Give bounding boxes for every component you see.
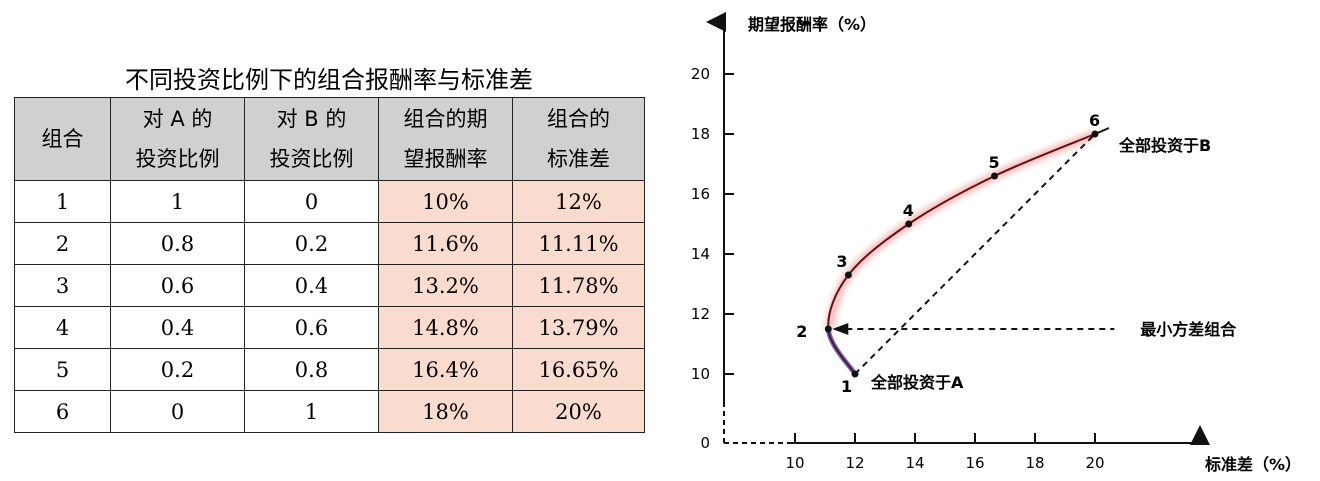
- x-tick-label: 12: [845, 454, 864, 472]
- table-row: 6 0 1 18% 20%: [14, 390, 645, 433]
- table-cell: 1: [244, 390, 379, 433]
- table-cell: 13.2%: [378, 264, 513, 307]
- table-cell: 0.6: [244, 306, 379, 349]
- table-cell: 1: [14, 180, 111, 223]
- data-point: [851, 370, 859, 378]
- table-cell: 11.78%: [512, 264, 645, 307]
- table-cell: 0.2: [110, 348, 245, 391]
- x-tick-label: 10: [785, 454, 804, 472]
- table-header-row: 组合 对 A 的投资比例 对 B 的投资比例 组合的期 望报酬率 组合的 标准差: [14, 97, 645, 181]
- data-point: [1091, 130, 1099, 138]
- data-point-label: 5: [989, 153, 1000, 172]
- table-cell: 5: [14, 348, 111, 391]
- chart-curves: [824, 127, 1115, 376]
- upper-frontier-glow: [824, 129, 1097, 331]
- origin-label: 0: [700, 434, 710, 452]
- table-cell: 0: [110, 390, 245, 433]
- table-cell: 0.4: [244, 264, 379, 307]
- table-cell: 1: [110, 180, 245, 223]
- table-cell: 6: [14, 390, 111, 433]
- table-cell: 11.6%: [378, 222, 513, 265]
- table-cell: 14.8%: [378, 306, 513, 349]
- table-cell: 12%: [512, 180, 645, 223]
- table-cell: 16.65%: [512, 348, 645, 391]
- chart-marks: [824, 130, 1099, 378]
- header-weight-b: 对 B 的投资比例: [244, 97, 379, 181]
- portfolio-table: 组合 对 A 的投资比例 对 B 的投资比例 组合的期 望报酬率 组合的 标准差 1…: [14, 97, 645, 433]
- x-tick-label: 18: [1025, 454, 1044, 472]
- y-tick-label: 16: [691, 185, 710, 203]
- table-row: 3 0.6 0.4 13.2% 11.78%: [14, 264, 645, 307]
- ab-dashed-line: [854, 133, 1096, 375]
- chart-axes: [706, 12, 1210, 445]
- table-row: 5 0.2 0.8 16.4% 16.65%: [14, 348, 645, 391]
- data-point-label: 6: [1089, 111, 1100, 130]
- table-cell: 13.79%: [512, 306, 645, 349]
- x-tick-label: 20: [1085, 454, 1104, 472]
- y-tick-label: 18: [691, 125, 710, 143]
- table-title: 不同投资比例下的组合报酬率与标准差: [125, 66, 533, 94]
- table-row: 2 0.8 0.2 11.6% 11.11%: [14, 222, 645, 265]
- table-cell: 18%: [378, 390, 513, 433]
- y-axis-label: 期望报酬率（%）: [748, 15, 876, 34]
- data-point: [824, 325, 832, 333]
- table-cell: 0: [244, 180, 379, 223]
- x-tick-label: 16: [965, 454, 984, 472]
- header-weight-a: 对 A 的投资比例: [110, 97, 245, 181]
- header-std-dev: 组合的 标准差: [512, 97, 645, 181]
- table-cell: 0.4: [110, 306, 245, 349]
- table-cell: 0.2: [244, 222, 379, 265]
- table-row: 4 0.4 0.6 14.8% 13.79%: [14, 306, 645, 349]
- x-axis-label: 标准差（%）: [1204, 455, 1301, 474]
- x-tick-label: 14: [905, 454, 924, 472]
- y-tick-label: 10: [691, 365, 710, 383]
- table-cell: 0.6: [110, 264, 245, 307]
- y-tick-label: 20: [691, 65, 710, 83]
- table-cell: 16.4%: [378, 348, 513, 391]
- annotation-all-b: 全部投资于B: [1118, 136, 1211, 155]
- table-cell: 4: [14, 306, 111, 349]
- annotation-all-a: 全部投资于A: [870, 373, 964, 392]
- table-cell: 3: [14, 264, 111, 307]
- data-point: [905, 220, 913, 228]
- data-point: [844, 271, 852, 279]
- table-cell: 10%: [378, 180, 513, 223]
- table-row: 1 1 0 10% 12%: [14, 180, 645, 223]
- data-point-label: 1: [841, 377, 852, 396]
- header-expected-return: 组合的期 望报酬率: [378, 97, 513, 181]
- data-point-label: 3: [836, 252, 847, 271]
- y-tick-label: 14: [691, 245, 710, 263]
- data-point-label: 2: [796, 322, 807, 341]
- table-cell: 11.11%: [512, 222, 645, 265]
- table-cell: 20%: [512, 390, 645, 433]
- data-point-label: 4: [903, 201, 914, 220]
- frontier-curve: [827, 133, 1096, 375]
- table-cell: 0.8: [110, 222, 245, 265]
- y-tick-label: 12: [691, 305, 710, 323]
- header-portfolio: 组合: [14, 97, 111, 181]
- min-variance-arrowhead: [832, 323, 849, 335]
- table-cell: 2: [14, 222, 111, 265]
- data-point: [991, 172, 998, 180]
- table-cell: 0.8: [244, 348, 379, 391]
- annotation-min-variance: 最小方差组合: [1140, 320, 1237, 339]
